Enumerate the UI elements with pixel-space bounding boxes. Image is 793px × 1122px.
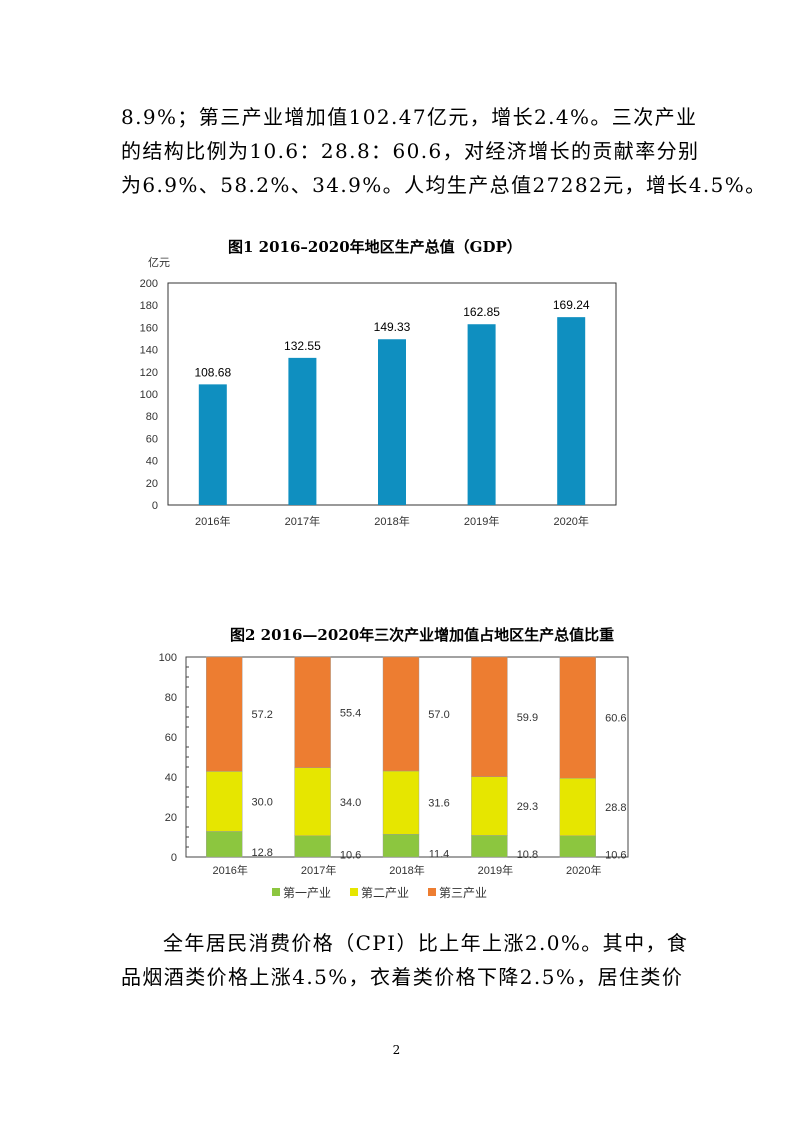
- stack-segment-3: [382, 656, 420, 772]
- bar-value-label: 169.24: [553, 298, 590, 312]
- x-tick-label: 2017年: [285, 514, 320, 528]
- paragraph-line: 全年居民消费价格（CPI）比上年上涨2.0%。其中，食: [163, 931, 689, 955]
- y-tick-label: 40: [146, 456, 158, 468]
- y-tick-label: 80: [165, 692, 177, 704]
- segment-value-label: 10.6: [605, 849, 626, 861]
- legend-label: 第三产业: [439, 886, 487, 900]
- segment-value-label: 60.6: [605, 713, 626, 725]
- y-tick-label: 60: [165, 732, 177, 744]
- bar-value-label: 162.85: [463, 305, 500, 319]
- bar-value-label: 108.68: [194, 365, 231, 379]
- gdp-bar: [557, 317, 586, 505]
- chart2-title: 图2 2016—2020年三次产业增加值占地区生产总值比重: [230, 626, 615, 644]
- stack-segment-3: [559, 656, 596, 779]
- stack-segment-2: [559, 777, 596, 836]
- stack-segment-2: [382, 770, 420, 835]
- y-tick-label: 100: [159, 652, 177, 664]
- segment-value-label: 29.3: [517, 801, 538, 813]
- stack-segment-2: [471, 776, 508, 836]
- paragraph-line: 品烟酒类价格上涨4.5%，衣着类价格下降2.5%，居住类价: [121, 965, 684, 989]
- stack-segment-1: [559, 835, 596, 858]
- gdp-bar: [467, 324, 496, 505]
- segment-value-label: 57.0: [428, 709, 449, 721]
- bottom-paragraph: 全年居民消费价格（CPI）比上年上涨2.0%。其中，食 品烟酒类价格上涨4.5%…: [121, 926, 689, 994]
- x-tick-label: 2016年: [195, 514, 230, 528]
- top-paragraph: 8.9%；第三产业增加值102.47亿元，增长2.4%。三次产业 的结构比例为1…: [121, 100, 767, 202]
- x-tick-label: 2017年: [301, 863, 336, 877]
- y-tick-label: 140: [140, 345, 158, 357]
- x-tick-label: 2019年: [464, 514, 499, 528]
- stack-segment-3: [471, 656, 508, 778]
- segment-value-label: 59.9: [517, 712, 538, 724]
- industry-share-stacked-chart: 0 20 40 60 80 100 12.8 30.0 57.2 2016年 10.6 34.0 55.…: [159, 652, 629, 900]
- y-axis-label: 亿元: [148, 256, 170, 269]
- y-tick-label: 120: [140, 367, 158, 379]
- y-tick-label: 100: [140, 389, 158, 401]
- chart1-title: 图1 2016–2020年地区生产总值（GDP）: [228, 238, 522, 256]
- gdp-bar-chart: 亿元 0 20 40 60 80 100 120 140 160 180 200 108.68 2016年…: [140, 256, 617, 528]
- x-tick-label: 2018年: [374, 514, 409, 528]
- bar-value-label: 132.55: [284, 339, 321, 353]
- legend-swatch: [428, 888, 436, 896]
- segment-value-label: 34.0: [340, 797, 361, 809]
- segment-value-label: 10.6: [340, 849, 361, 861]
- segment-value-label: 31.6: [428, 798, 449, 810]
- stack-segment-2: [294, 767, 331, 837]
- stack-segment-1: [382, 833, 420, 858]
- bar-value-label: 149.33: [374, 320, 411, 334]
- stack-segment-2: [205, 771, 243, 832]
- stack-segment-1: [471, 835, 508, 858]
- segment-value-label: 12.8: [251, 847, 272, 859]
- gdp-bar: [288, 357, 317, 505]
- gdp-bar: [198, 384, 227, 505]
- y-tick-label: 200: [140, 278, 158, 290]
- legend-swatch: [350, 888, 358, 896]
- stack-segment-3: [205, 656, 243, 772]
- y-tick-label: 80: [146, 411, 158, 423]
- paragraph-line: 8.9%；第三产业增加值102.47亿元，增长2.4%。三次产业: [121, 105, 698, 129]
- y-tick-label: 0: [152, 500, 158, 512]
- x-tick-label: 2019年: [478, 863, 513, 877]
- y-tick-label: 20: [146, 478, 158, 490]
- y-tick-label: 0: [171, 852, 177, 864]
- segment-value-label: 11.4: [429, 849, 450, 861]
- y-tick-label: 60: [146, 433, 158, 445]
- paragraph-line: 的结构比例为10.6：28.8：60.6，对经济增长的贡献率分别: [121, 139, 700, 163]
- stack-segment-1: [294, 835, 331, 858]
- gdp-bar: [378, 339, 406, 505]
- x-tick-label: 2016年: [212, 863, 247, 877]
- x-tick-label: 2018年: [389, 863, 424, 877]
- legend-label: 第一产业: [283, 886, 331, 900]
- segment-value-label: 57.2: [251, 709, 272, 721]
- stack-segment-3: [294, 656, 331, 769]
- page-number: 2: [392, 1043, 401, 1057]
- segment-value-label: 55.4: [340, 707, 361, 719]
- y-tick-label: 180: [140, 300, 158, 312]
- y-tick-label: 160: [140, 322, 158, 334]
- segment-value-label: 28.8: [605, 802, 626, 814]
- segment-value-label: 30.0: [251, 796, 272, 808]
- x-tick-label: 2020年: [566, 863, 601, 877]
- stack-segment-1: [205, 831, 243, 858]
- x-tick-label: 2020年: [553, 514, 588, 528]
- segment-value-label: 10.8: [517, 849, 538, 861]
- paragraph-line: 为6.9%、58.2%、34.9%。人均生产总值27282元，增长4.5%。: [121, 173, 767, 197]
- y-tick-label: 40: [165, 772, 177, 784]
- y-tick-label: 20: [165, 812, 177, 824]
- legend-swatch: [272, 888, 280, 896]
- legend-label: 第二产业: [361, 886, 409, 900]
